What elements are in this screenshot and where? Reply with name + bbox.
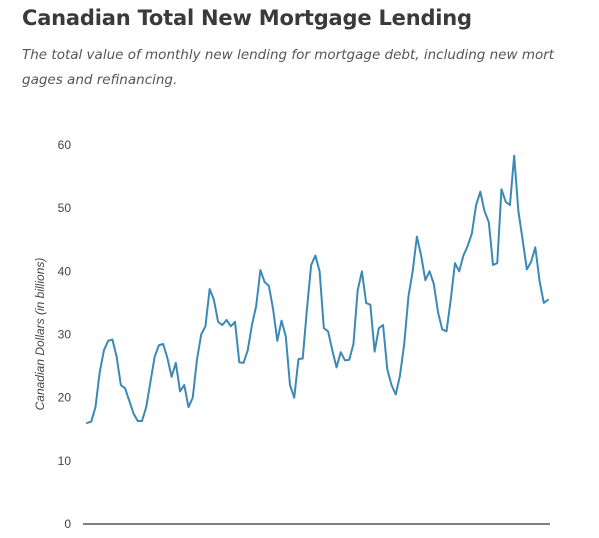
chart-title: Canadian Total New Mortgage Lending xyxy=(22,6,472,30)
series-line xyxy=(86,154,549,424)
y-tick-label: 40 xyxy=(58,264,72,278)
chart-subtitle: The total value of monthly new lending f… xyxy=(22,47,555,88)
y-axis-ticks: 0 10 20 30 40 50 60 xyxy=(58,138,72,531)
y-tick-label: 30 xyxy=(58,328,72,342)
y-tick-label: 10 xyxy=(58,454,72,468)
y-tick-label: 50 xyxy=(58,201,72,215)
y-tick-label: 60 xyxy=(58,138,72,152)
y-tick-label: 20 xyxy=(58,391,72,405)
y-axis-label: Canadian Dollars (in billions) xyxy=(33,258,47,411)
y-tick-label: 0 xyxy=(64,517,71,531)
